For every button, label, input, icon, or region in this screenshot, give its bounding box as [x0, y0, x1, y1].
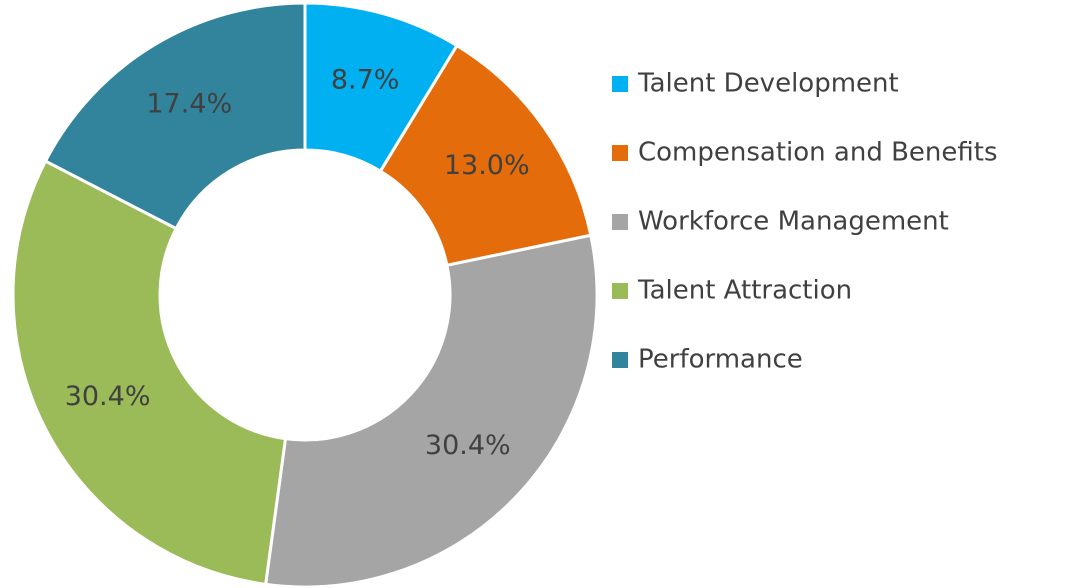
value-label: 8.7%	[331, 64, 400, 95]
legend-label: Talent Attraction	[637, 276, 852, 306]
legend-label: Talent Development	[637, 69, 899, 99]
legend-swatch	[612, 283, 628, 299]
legend-swatch	[612, 352, 628, 368]
value-label: 30.4%	[65, 381, 151, 412]
legend-label: Compensation and Benefits	[638, 138, 998, 168]
donut-segment	[378, 43, 593, 268]
donut-segment	[263, 233, 599, 588]
value-label: 30.4%	[425, 430, 511, 461]
value-label: 17.4%	[146, 88, 232, 119]
legend-swatch	[612, 214, 628, 230]
legend-swatch	[612, 76, 628, 92]
donut-segment	[43, 1, 307, 231]
legend-label: Performance	[638, 345, 803, 375]
value-label: 13.0%	[444, 150, 530, 181]
legend-swatch	[612, 145, 628, 161]
legend-label: Workforce Management	[638, 207, 949, 237]
donut-segment	[11, 159, 288, 587]
